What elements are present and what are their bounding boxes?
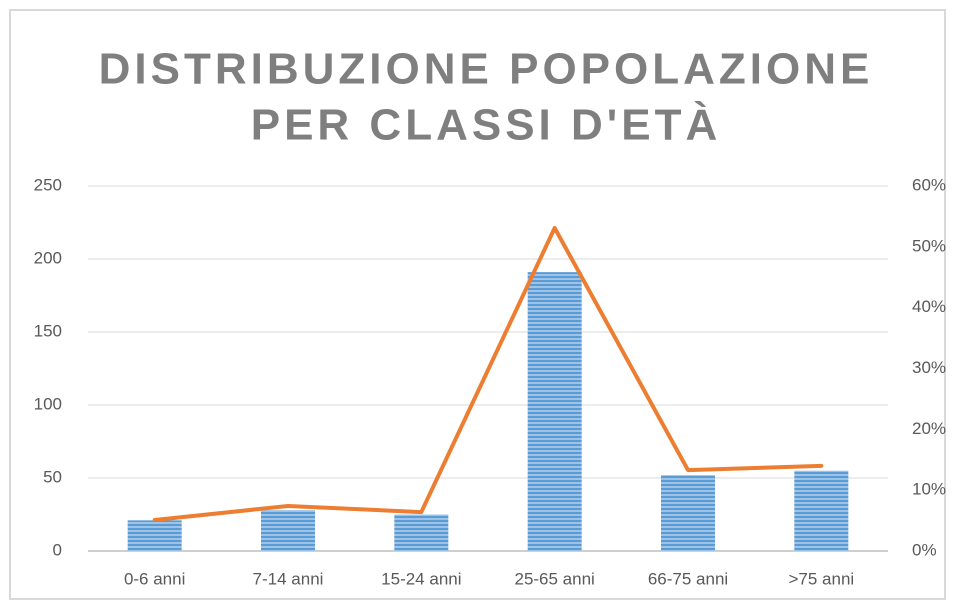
y2-tick-label: 30% — [912, 358, 946, 377]
x-tick-label: 66-75 anni — [648, 569, 728, 588]
bar — [527, 272, 582, 551]
y2-tick-label: 10% — [912, 480, 946, 499]
y2-tick-label: 20% — [912, 419, 946, 438]
chart-title: DISTRIBUZIONE POPOLAZIONE — [99, 45, 874, 94]
y-tick-label: 150 — [34, 321, 62, 340]
y-tick-label: 250 — [34, 175, 62, 194]
x-tick-label: 15-24 anni — [381, 569, 461, 588]
y-tick-label: 0 — [53, 540, 62, 559]
x-tick-label: 7-14 anni — [253, 569, 324, 588]
y2-tick-label: 0% — [912, 540, 937, 559]
x-tick-label: 25-65 anni — [514, 569, 594, 588]
y2-tick-label: 40% — [912, 297, 946, 316]
x-tick-label: >75 anni — [788, 569, 854, 588]
bar — [661, 475, 715, 551]
chart-title: PER CLASSI D'ETÀ — [251, 100, 722, 150]
bar — [394, 514, 449, 551]
y2-tick-label: 60% — [912, 175, 946, 194]
bar — [794, 470, 849, 551]
line — [152, 225, 824, 522]
x-tick-label: 0-6 anni — [124, 569, 185, 588]
y-tick-label: 200 — [34, 248, 62, 267]
y-tick-label: 50 — [43, 467, 62, 486]
chart-border — [9, 9, 946, 600]
y2-tick-label: 50% — [912, 236, 946, 255]
bar — [261, 510, 315, 551]
y-tick-label: 100 — [34, 394, 62, 413]
bar — [127, 520, 182, 551]
